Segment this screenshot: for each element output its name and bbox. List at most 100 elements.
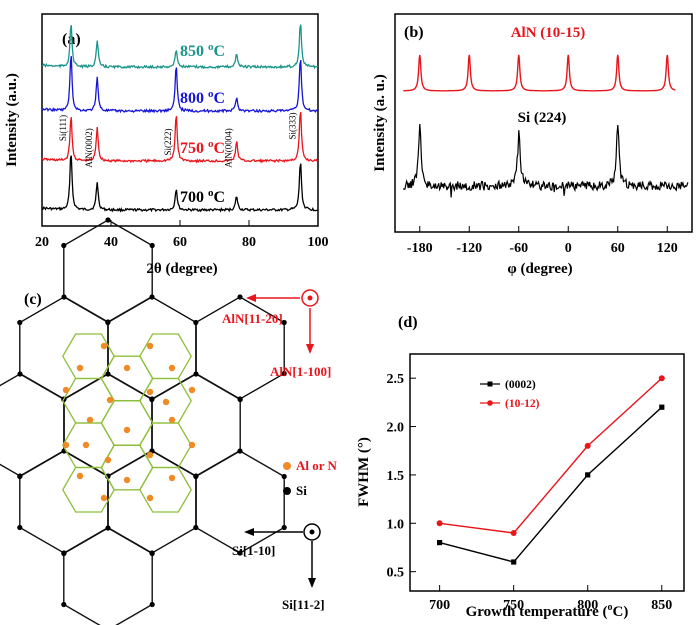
legend-1012-label: (10-12)	[505, 398, 540, 410]
si-atom	[237, 396, 243, 403]
si-atom	[61, 242, 67, 249]
aln-atoms	[62, 342, 196, 502]
panel-b-x-tick-label: -180	[407, 241, 433, 256]
si-atom	[105, 371, 111, 377]
aln-hexagon	[62, 333, 115, 380]
si-hexagon	[19, 296, 109, 400]
panel-d-y-tick-label: 2.5	[387, 372, 405, 387]
panel-a-series	[41, 24, 319, 213]
panel-a-temperature-label: 800 oC	[180, 88, 225, 107]
aln-hexagon	[100, 355, 154, 402]
panel-a-xlabel: 2θ (degree)	[146, 261, 217, 277]
panel-a-series-line	[41, 24, 319, 70]
panel-d-data-point	[584, 442, 591, 449]
aln-atom	[146, 342, 154, 350]
panel-b-x-tick-label: 120	[657, 241, 678, 256]
panel-b-x-tick-label: 0	[565, 241, 572, 256]
aln-hexagon	[62, 466, 115, 513]
aln-atom	[168, 416, 176, 424]
panel-d-y-tick-label: 1.5	[387, 469, 405, 484]
panel-a-series-line	[41, 56, 319, 114]
panel-a-peak-annotation: Si(333)	[287, 112, 297, 139]
panel-a-x-ticks: 20 40 60 80 100	[35, 220, 329, 250]
aln-atom	[62, 441, 70, 449]
panel-d-y-tick-label: 1.0	[387, 517, 405, 532]
aln-atom	[106, 396, 114, 404]
aln-atom	[104, 456, 112, 464]
panel-a-series-line	[41, 111, 319, 164]
panel-a-ylabel: Intensity (a.u.)	[4, 73, 20, 167]
panel-d-y-tick-label: 2.0	[387, 421, 405, 436]
panel-a-peak-annotation: Si(111)	[58, 115, 68, 141]
si-direction-arrows: Si[1-10] Si[11-2]	[232, 523, 325, 612]
si-atom	[281, 319, 287, 326]
aln-1-100-arrowhead	[306, 344, 314, 354]
aln-hexagon	[100, 400, 154, 446]
panel-b-x-tick-label: 60	[611, 241, 625, 256]
aln-11-20-label: AlN[11-20]	[222, 311, 283, 326]
si-atom	[237, 550, 243, 556]
panel-d-series-line	[439, 406, 663, 563]
si-atom	[105, 525, 111, 531]
panel-b-series-line-aln	[403, 54, 676, 92]
si-out-of-plane-dot-icon	[309, 529, 315, 535]
si-atom	[281, 524, 287, 531]
si-atom	[193, 371, 199, 377]
aln-atom	[100, 342, 108, 350]
aln-atom	[100, 494, 108, 502]
si-hexagon	[195, 450, 285, 554]
panel-a-x-tick-label: 100	[308, 235, 329, 250]
aln-hexagon	[139, 333, 192, 380]
aln-atom	[86, 416, 94, 424]
aln-hexagon	[139, 422, 192, 469]
panel-d-data-point	[659, 404, 665, 410]
panel-d-series-line	[439, 377, 663, 534]
si-atom	[193, 473, 199, 480]
si-atom	[281, 370, 287, 377]
legend-0002-marker	[487, 381, 493, 387]
panel-c-label: (c)	[24, 291, 42, 308]
aln-hexagon-lattice	[62, 333, 192, 513]
aln-out-of-plane-dot-icon	[307, 295, 313, 301]
panel-d-data-point	[511, 559, 517, 565]
panel-a-x-tick-label: 80	[242, 235, 256, 250]
aln-1-100-label: AlN[1-100]	[270, 364, 331, 379]
panel-b: (b) -180 -120 -60 0 60 120 AlN (10-15) Si (22…	[372, 13, 693, 277]
panel-d-data-point	[658, 375, 665, 382]
si-1-10-arrowhead	[244, 528, 254, 536]
si-1-10-label: Si[1-10]	[232, 543, 275, 558]
aln-atom	[62, 386, 70, 394]
legend-0002-label: (0002)	[505, 379, 536, 391]
panel-b-x-ticks: -180 -120 -60 0 60 120	[407, 226, 678, 256]
aln-atom	[168, 364, 176, 372]
panel-d-x-tick-label: 800	[577, 598, 598, 613]
si-atom	[149, 396, 155, 403]
si-atom	[61, 294, 67, 300]
panel-d-x-tick-label: 850	[651, 598, 672, 613]
si-atom	[17, 371, 23, 377]
si-hexagon	[63, 527, 153, 625]
legend-si-label: Si	[296, 483, 307, 498]
legend-si-marker	[283, 487, 291, 495]
panel-c-legend: Al or N Si	[283, 458, 338, 498]
panel-d-data-point	[436, 520, 443, 527]
aln-atom	[146, 388, 154, 396]
si-atom	[237, 448, 243, 454]
panel-b-frame	[394, 13, 693, 233]
si-11-2-arrowhead	[308, 578, 316, 588]
si-11-2-label: Si[11-2]	[282, 597, 325, 612]
panel-d-x-tick-label: 750	[503, 598, 524, 613]
panel-d-ticks: 700 750 800 850 0.5 1.0 1.5 2.0 2.5	[387, 372, 673, 613]
panel-a-annotations: Si(111) AlN(0002) Si(222) AlN(0004) Si(333)	[58, 112, 297, 167]
panel-d-y-tick-label: 0.5	[387, 566, 405, 581]
panel-a-temperature-label: 850 oC	[180, 41, 225, 60]
panel-a: (a) 20 40 60 80 100 Si(111)AlN(0002) Si(222) A…	[4, 13, 329, 277]
si-atom	[105, 217, 111, 223]
aln-hexagon	[139, 466, 192, 513]
si-atom	[105, 319, 111, 326]
legend-1012-marker	[487, 400, 493, 406]
panel-d-xlabel: Growth temperature (oC)	[466, 602, 629, 620]
panel-a-series-line	[41, 155, 319, 213]
panel-d-label: (d)	[398, 314, 418, 331]
